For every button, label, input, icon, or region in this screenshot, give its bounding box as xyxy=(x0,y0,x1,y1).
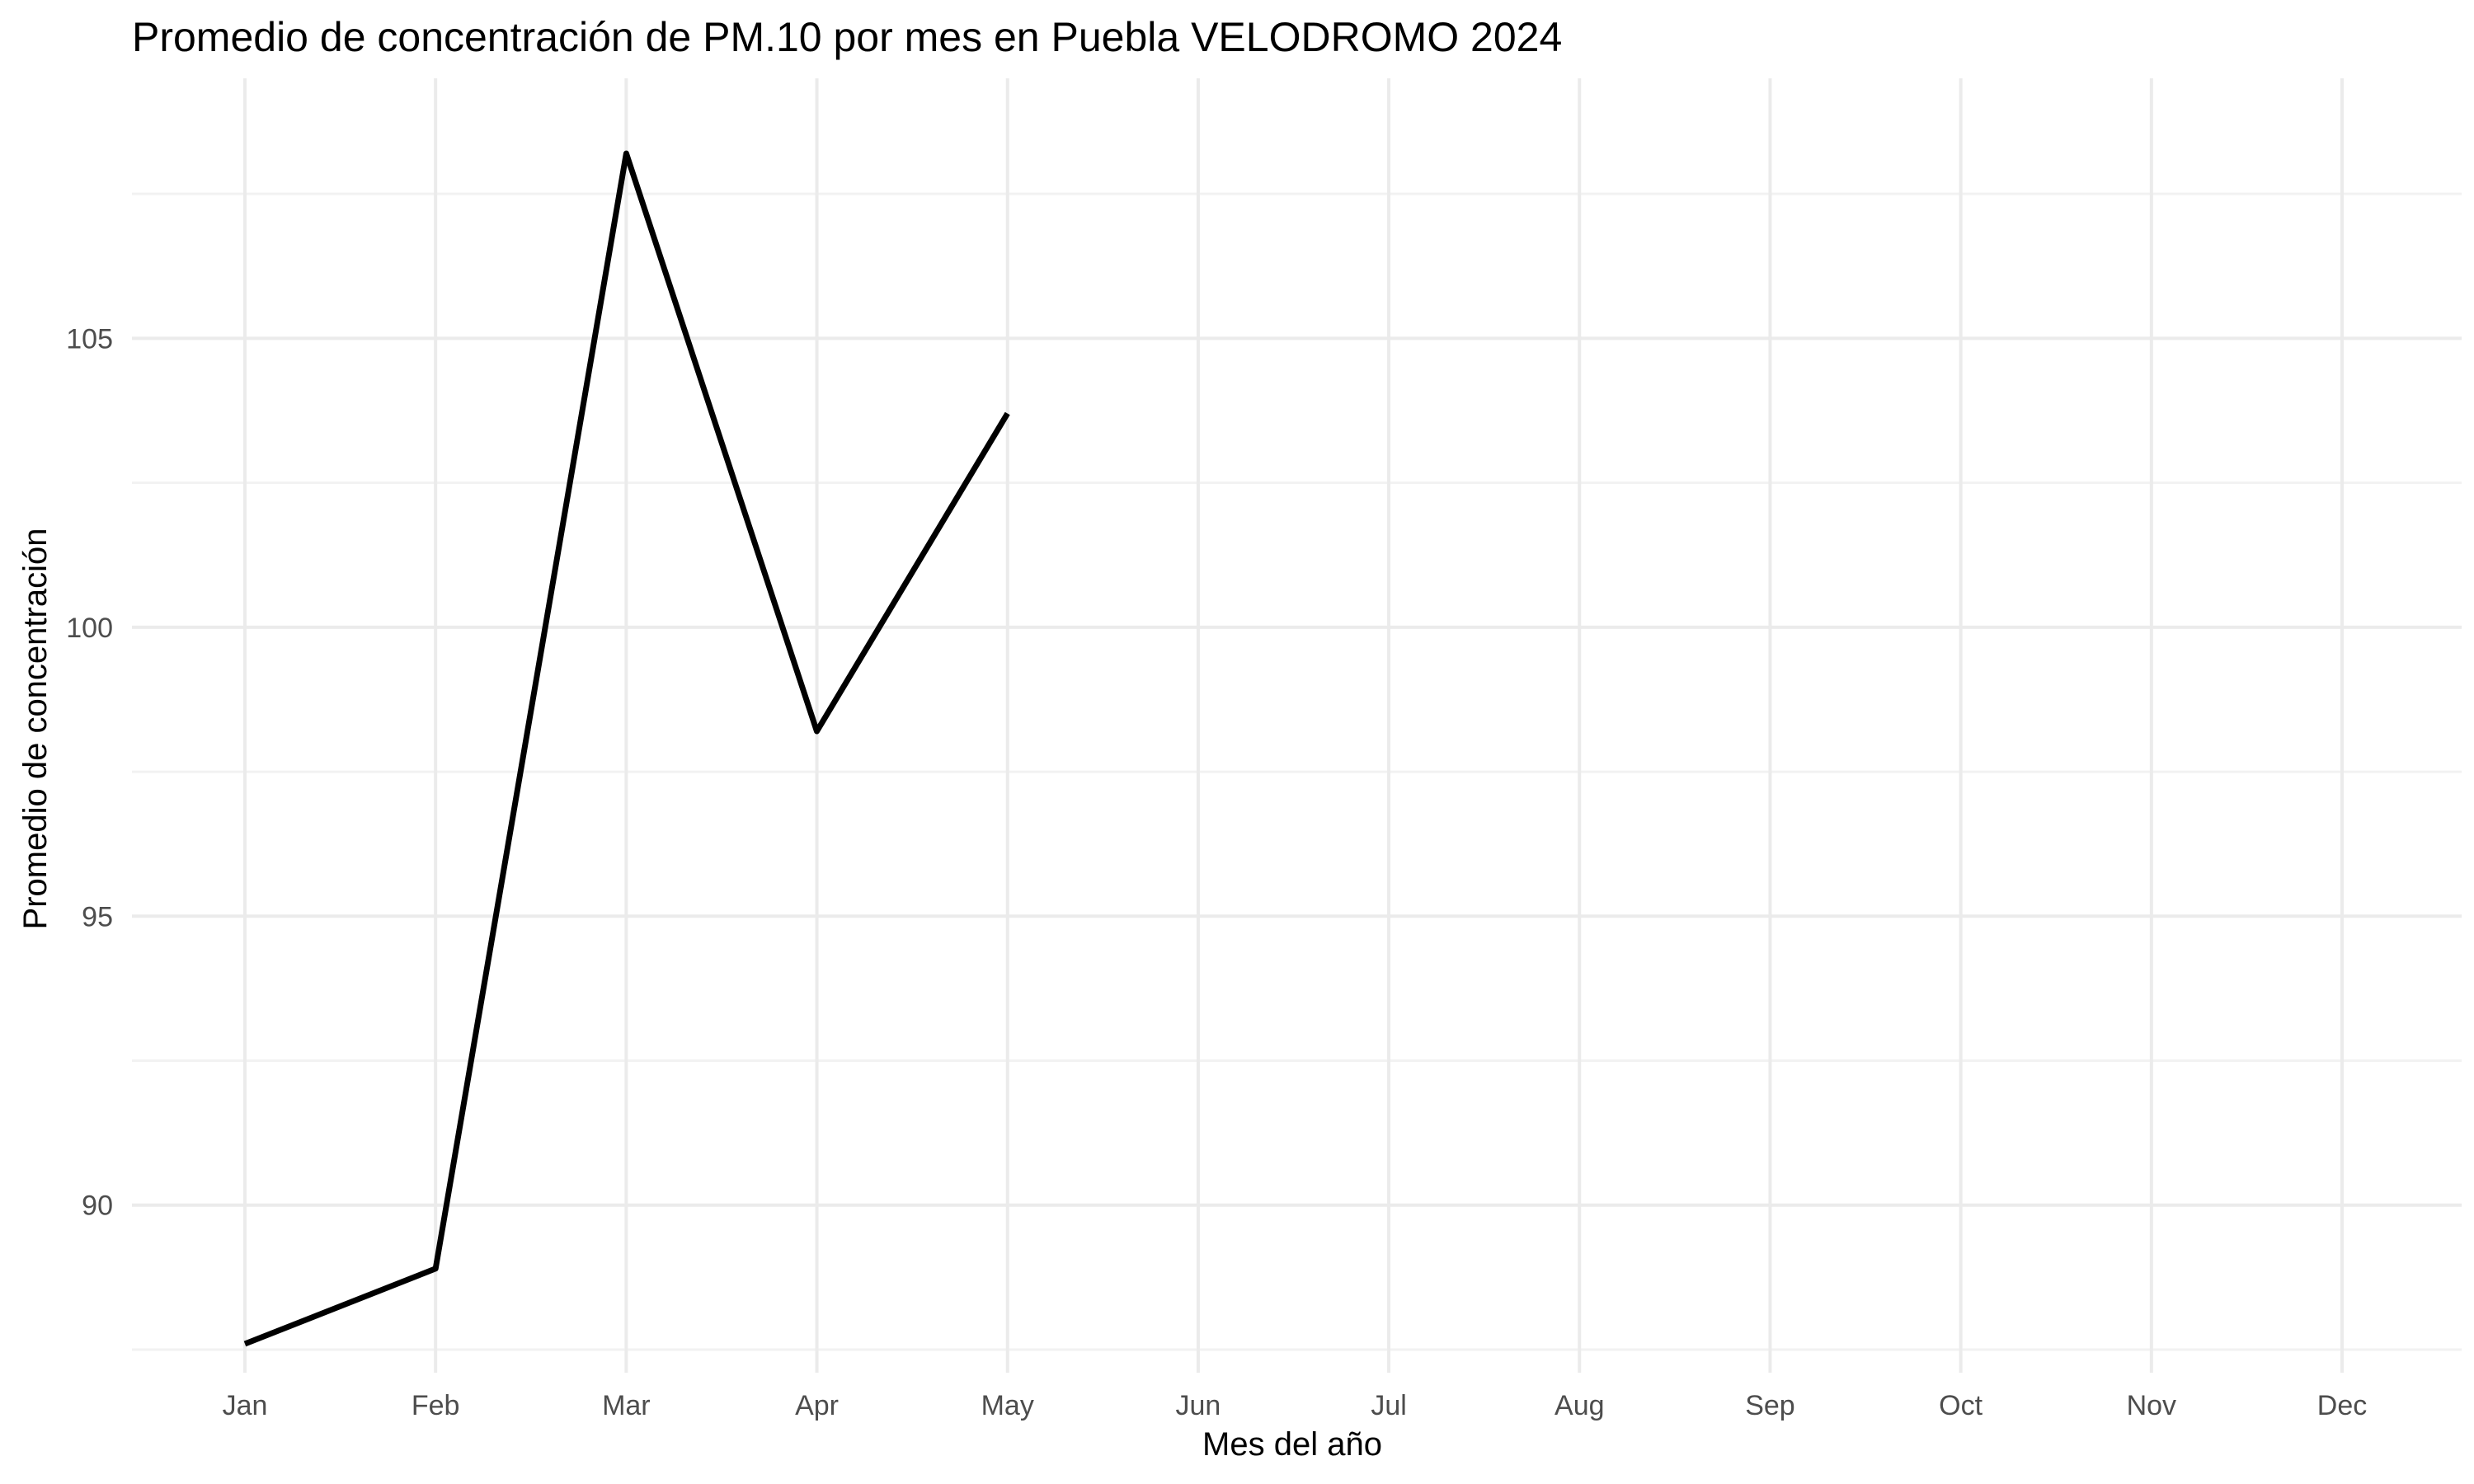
x-tick-label: Dec xyxy=(2317,1390,2367,1421)
x-tick-label: May xyxy=(981,1390,1034,1421)
x-tick-label: Sep xyxy=(1745,1390,1795,1421)
x-tick-label: Oct xyxy=(1939,1390,1982,1421)
x-tick-label: Jan xyxy=(223,1390,268,1421)
x-axis-title: Mes del año xyxy=(1202,1426,1382,1463)
y-axis-ticks: 90 95 100 105 xyxy=(66,323,113,1221)
x-tick-label: Jul xyxy=(1371,1390,1406,1421)
y-tick-label: 95 xyxy=(82,901,113,932)
x-tick-label: Jun xyxy=(1175,1390,1221,1421)
chart-title: Promedio de concentración de PM.10 por m… xyxy=(132,14,1562,60)
x-tick-label: Feb xyxy=(412,1390,460,1421)
x-tick-label: Nov xyxy=(2127,1390,2176,1421)
y-tick-label: 100 xyxy=(66,613,113,644)
grid-layer xyxy=(132,78,2462,1373)
x-tick-label: Aug xyxy=(1554,1390,1605,1421)
y-axis-title: Promedio de concentración xyxy=(17,528,54,930)
y-tick-label: 105 xyxy=(66,323,113,355)
series-layer xyxy=(243,150,1010,1347)
x-axis-ticks: Jan Feb Mar Apr May Jun Jul Aug Sep Oct Nov Dec xyxy=(223,1390,2368,1421)
x-tick-label: Mar xyxy=(602,1390,651,1421)
series-line xyxy=(243,150,1010,1347)
x-tick-label: Apr xyxy=(795,1390,839,1421)
y-tick-label: 90 xyxy=(82,1190,113,1222)
